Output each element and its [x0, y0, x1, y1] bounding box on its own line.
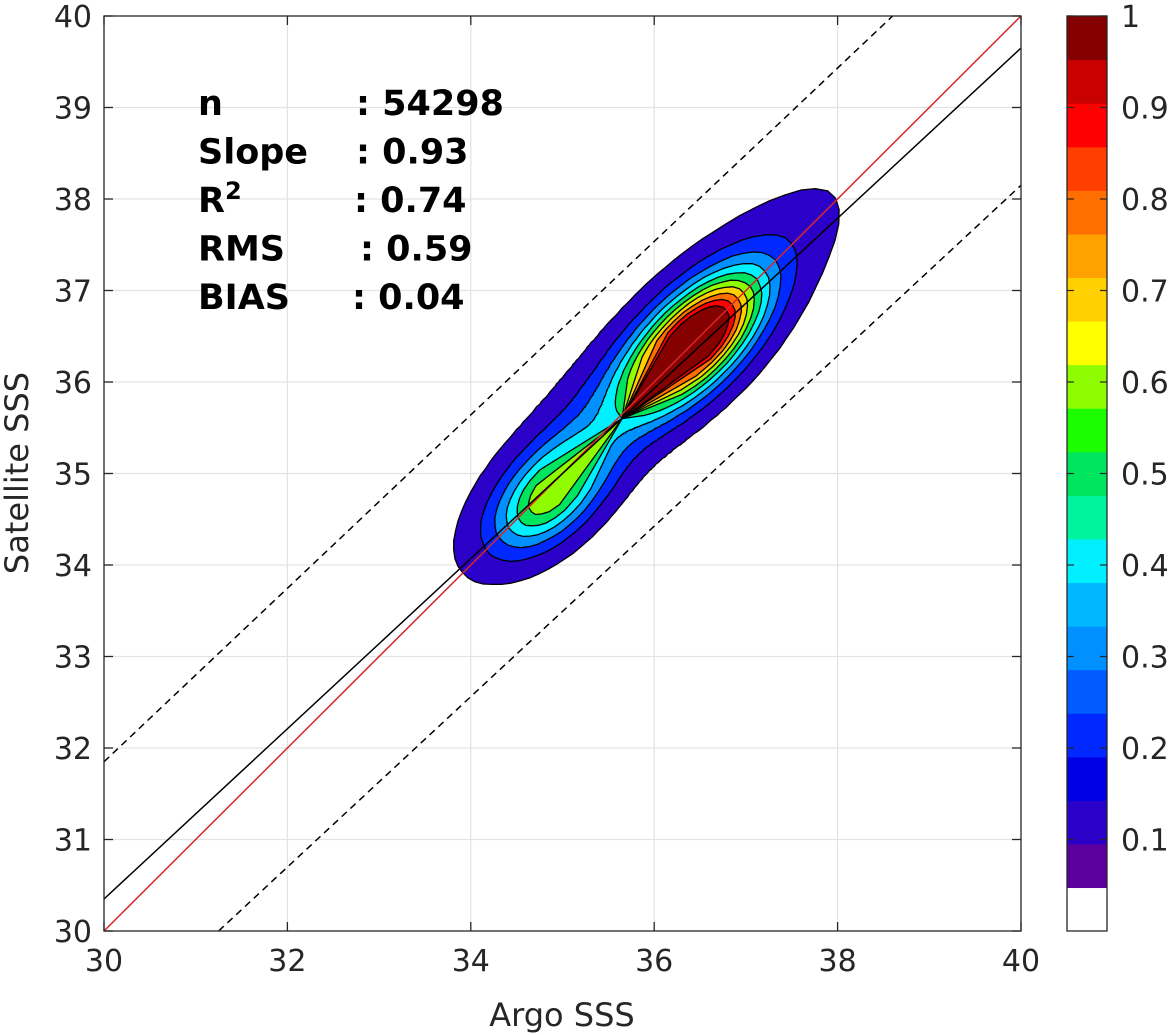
- colorbar-band: [1067, 626, 1107, 671]
- stat-label: Slope: [198, 133, 308, 173]
- colorbar-band: [1067, 887, 1107, 932]
- colorbar-tick-label: 0.7: [1121, 275, 1169, 310]
- colorbar-band: [1067, 277, 1107, 322]
- x-tick-label: 38: [819, 944, 857, 979]
- x-tick-label: 34: [452, 944, 490, 979]
- y-tick-label: 38: [54, 183, 92, 218]
- colorbar-tick-label: 0.8: [1121, 183, 1169, 218]
- colorbar-tick-label: 1: [1121, 0, 1140, 35]
- y-tick-label: 32: [54, 732, 92, 767]
- stat-label: n: [198, 84, 223, 124]
- reference-line: [218, 184, 1021, 931]
- colorbar-band: [1067, 713, 1107, 758]
- colorbar-band: [1067, 408, 1107, 453]
- y-tick-label: 36: [54, 366, 92, 401]
- axes: 30 32 34 36 38 40 30 31 32 33 34 35 36 37 38 39 40: [54, 0, 1040, 979]
- colorbar-tick-label: 0.6: [1121, 366, 1169, 401]
- colorbar-band: [1067, 321, 1107, 366]
- y-tick-label: 33: [54, 641, 92, 676]
- y-tick-label: 30: [54, 915, 92, 950]
- stat-value: : 0.93: [356, 133, 469, 173]
- stat-label-superscript: 2: [225, 177, 242, 205]
- reference-line: [104, 16, 894, 763]
- stat-value: : 0.74: [354, 181, 467, 221]
- colorbar-band: [1067, 495, 1107, 540]
- x-axis-label: Argo SSS: [489, 996, 634, 1034]
- reference-lines: [104, 16, 1021, 931]
- reference-line: [104, 47, 1021, 900]
- colorbar-band: [1067, 669, 1107, 714]
- x-tick-label: 36: [635, 944, 673, 979]
- colorbar-band: [1067, 190, 1107, 235]
- x-tick-label: 40: [1002, 944, 1040, 979]
- colorbar-band: [1067, 364, 1107, 409]
- y-tick-label: 34: [54, 549, 92, 584]
- colorbar-band: [1067, 800, 1107, 845]
- y-tick-label: 35: [54, 458, 92, 493]
- stat-value: : 54298: [356, 84, 504, 124]
- colorbar-band: [1067, 233, 1107, 279]
- colorbar-tick-label: 0.3: [1121, 641, 1169, 676]
- x-tick-label: 30: [85, 944, 123, 979]
- colorbar-band: [1067, 756, 1107, 801]
- colorbar-tick-label: 0.5: [1121, 458, 1169, 493]
- colorbar-tick-label: 0.9: [1121, 92, 1169, 127]
- colorbar-band: [1067, 582, 1107, 627]
- colorbar-band: [1067, 538, 1107, 584]
- colorbar-band: [1067, 16, 1107, 61]
- y-tick-label: 40: [54, 0, 92, 35]
- colorbar: 0.1 0.2 0.3 0.4 0.5 0.6 0.7 0.8 0.9 1: [1066, 0, 1169, 932]
- stat-value: : 0.59: [360, 230, 473, 270]
- stat-value: : 0.04: [352, 278, 465, 318]
- x-tick-label: 32: [268, 944, 306, 979]
- colorbar-band: [1067, 103, 1107, 148]
- colorbar-tick-label: 0.4: [1121, 549, 1169, 584]
- colorbar-band: [1067, 146, 1107, 191]
- colorbar-band: [1067, 59, 1107, 104]
- stat-label: BIAS: [198, 278, 290, 318]
- y-tick-label: 37: [54, 275, 92, 310]
- colorbar-band: [1067, 843, 1107, 889]
- colorbar-tick-label: 0.1: [1121, 824, 1169, 859]
- colorbar-tick-label: 0.2: [1121, 732, 1169, 767]
- stat-label: RMS: [198, 230, 285, 270]
- y-axis-label: Satellite SSS: [0, 372, 36, 574]
- y-tick-label: 31: [54, 824, 92, 859]
- y-tick-label: 39: [54, 92, 92, 127]
